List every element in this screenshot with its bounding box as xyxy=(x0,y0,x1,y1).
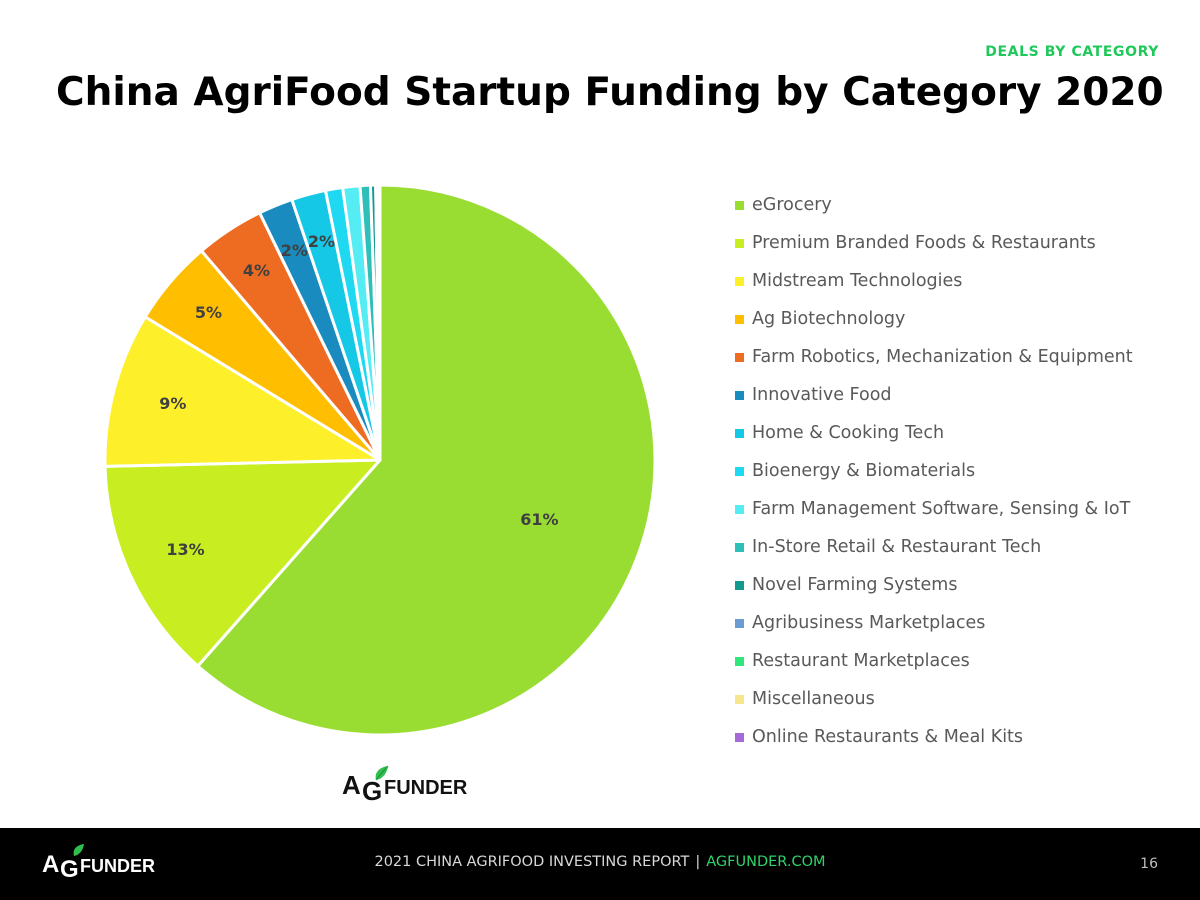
legend-swatch xyxy=(735,656,744,666)
svg-text:A: A xyxy=(42,851,59,878)
legend-label: Miscellaneous xyxy=(752,689,875,709)
legend-label: eGrocery xyxy=(752,195,832,215)
legend-swatch xyxy=(735,314,744,324)
legend-label: Online Restaurants & Meal Kits xyxy=(752,727,1024,747)
chart-legend: eGrocery Premium Branded Foods & Restaura… xyxy=(735,186,1175,756)
pie-slice-14 xyxy=(377,183,382,462)
page-title: China AgriFood Startup Funding by Catego… xyxy=(56,70,1164,115)
legend-label: Agribusiness Marketplaces xyxy=(752,613,986,633)
legend-swatch xyxy=(735,694,744,704)
legend-swatch xyxy=(735,504,744,514)
footer-report-line: 2021 CHINA AGRIFOOD INVESTING REPORT | AGF… xyxy=(0,854,1200,870)
svg-text:A: A xyxy=(342,770,361,800)
footer-agfunder-logo: A G FUNDER xyxy=(42,844,155,883)
page-number: 16 xyxy=(1140,856,1158,872)
legend-item: In-Store Retail & Restaurant Tech xyxy=(735,528,1175,566)
pie-data-label-2: 9% xyxy=(159,394,186,413)
legend-label: Innovative Food xyxy=(752,385,892,405)
legend-item: Midstream Technologies xyxy=(735,262,1175,300)
legend-swatch xyxy=(735,466,744,476)
pie-data-label-6: 2% xyxy=(308,232,335,251)
legend-item: Online Restaurants & Meal Kits xyxy=(735,718,1175,756)
legend-item: Novel Farming Systems xyxy=(735,566,1175,604)
pie-data-label-0: 61% xyxy=(520,510,558,529)
leaf-icon xyxy=(73,844,84,856)
legend-label: Midstream Technologies xyxy=(752,271,963,291)
legend-item: Ag Biotechnology xyxy=(735,300,1175,338)
legend-item: Agribusiness Marketplaces xyxy=(735,604,1175,642)
pie-data-label-1: 13% xyxy=(166,540,204,559)
footer-bar: A G FUNDER 2021 CHINA AGRIFOOD INVESTING… xyxy=(0,828,1200,900)
pie-labels: 61% 13% 9% 5% 4% 2% 2% xyxy=(159,232,558,559)
legend-item: Miscellaneous xyxy=(735,680,1175,718)
svg-text:FUNDER: FUNDER xyxy=(384,777,468,799)
legend-label: Home & Cooking Tech xyxy=(752,423,945,443)
footer-url-link[interactable]: AGFUNDER.COM xyxy=(706,854,826,870)
legend-swatch xyxy=(735,618,744,628)
pie-slices xyxy=(103,183,657,737)
legend-item: Innovative Food xyxy=(735,376,1175,414)
pie-slice-0 xyxy=(196,183,657,737)
legend-label: Farm Management Software, Sensing & IoT xyxy=(752,499,1131,519)
legend-label: Ag Biotechnology xyxy=(752,309,906,329)
legend-item: Farm Management Software, Sensing & IoT xyxy=(735,490,1175,528)
legend-label: In-Store Retail & Restaurant Tech xyxy=(752,537,1042,557)
legend-swatch xyxy=(735,200,744,210)
agfunder-logo: A G FUNDER xyxy=(342,765,468,806)
legend-item: Farm Robotics, Mechanization & Equipment xyxy=(735,338,1175,376)
legend-label: Restaurant Marketplaces xyxy=(752,651,970,671)
section-tag: DEALS BY CATEGORY xyxy=(985,44,1159,60)
legend-label: Bioenergy & Biomaterials xyxy=(752,461,976,481)
legend-label: Farm Robotics, Mechanization & Equipment xyxy=(752,347,1133,367)
legend-item: Bioenergy & Biomaterials xyxy=(735,452,1175,490)
svg-text:FUNDER: FUNDER xyxy=(80,856,155,876)
legend-swatch xyxy=(735,238,744,248)
legend-swatch xyxy=(735,352,744,362)
footer-report-title: 2021 CHINA AGRIFOOD INVESTING REPORT xyxy=(374,854,690,870)
legend-item: Home & Cooking Tech xyxy=(735,414,1175,452)
legend-label: Premium Branded Foods & Restaurants xyxy=(752,233,1096,253)
legend-label: Novel Farming Systems xyxy=(752,575,958,595)
legend-item: Premium Branded Foods & Restaurants xyxy=(735,224,1175,262)
pie-chart: 61% 13% 9% 5% 4% 2% 2% xyxy=(103,183,657,737)
legend-swatch xyxy=(735,732,744,742)
pie-data-label-3: 5% xyxy=(195,303,222,322)
legend-item: eGrocery xyxy=(735,186,1175,224)
pie-data-label-5: 2% xyxy=(281,241,308,260)
svg-text:G: G xyxy=(362,776,382,806)
footer-separator: | xyxy=(695,854,701,870)
legend-swatch xyxy=(735,580,744,590)
pie-slice-1 xyxy=(103,458,382,668)
pie-data-label-4: 4% xyxy=(243,261,270,280)
legend-swatch xyxy=(735,390,744,400)
legend-swatch xyxy=(735,542,744,552)
pie-slice-2 xyxy=(103,315,382,468)
legend-item: Restaurant Marketplaces xyxy=(735,642,1175,680)
legend-swatch xyxy=(735,428,744,438)
svg-text:G: G xyxy=(60,856,79,883)
legend-swatch xyxy=(735,276,744,286)
